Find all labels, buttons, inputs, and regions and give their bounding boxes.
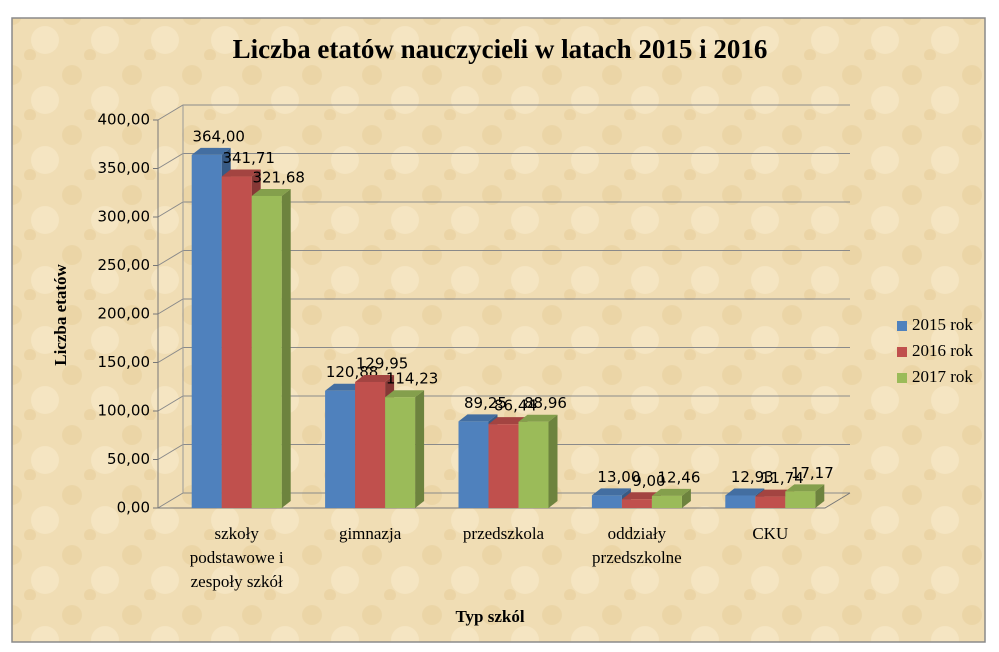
bar-side: [281, 188, 291, 508]
legend-label: 2016 rok: [912, 341, 973, 360]
bar-top: [621, 492, 661, 500]
bar: [325, 390, 356, 508]
bar-top: [458, 414, 498, 422]
legend-swatch: [897, 321, 907, 331]
value-label: 114,23: [386, 370, 439, 388]
bar: [651, 495, 682, 508]
y-tick-label: 200,00: [98, 305, 151, 323]
chart-frame: [11, 17, 986, 643]
bar: [191, 154, 222, 509]
x-tick-label: CKU: [752, 524, 789, 543]
bar: [755, 496, 786, 508]
x-tick-label: przedszkola: [462, 524, 545, 543]
value-label: 321,68: [252, 168, 305, 186]
bar-side: [548, 414, 558, 508]
bar-side: [681, 488, 691, 508]
bar-top: [651, 488, 691, 496]
legend-label: 2017 rok: [912, 367, 973, 386]
legend-label: 2015 rok: [912, 315, 973, 334]
value-label: 88,96: [524, 394, 567, 412]
x-tick-label: oddziały przedszkolne: [592, 524, 682, 567]
y-axis-label: Liczba etatów: [51, 264, 70, 366]
bar-top: [251, 188, 291, 196]
value-label: 12,93: [731, 468, 774, 486]
x-tick-label: szkoły podstawowe i zespoły szkół: [189, 524, 284, 591]
legend-swatch: [897, 373, 907, 383]
value-label: 12,46: [657, 468, 700, 486]
bar-top: [488, 417, 528, 425]
value-label: 129,95: [356, 354, 409, 372]
x-tick-label-box: gimnazja: [338, 524, 402, 543]
x-tick-label-box: przedszkola: [462, 524, 545, 543]
bar: [488, 424, 519, 508]
bar: [385, 397, 416, 508]
value-label: 9,00: [632, 472, 665, 490]
legend-swatch: [897, 347, 907, 357]
value-label: 364,00: [192, 127, 245, 145]
chart-title: Liczba etatów nauczycieli w latach 2015 …: [233, 34, 768, 64]
y-tick-label: 100,00: [98, 402, 151, 420]
y-tick-label: 300,00: [98, 208, 151, 226]
bar-top: [355, 374, 395, 382]
value-label: 341,71: [222, 149, 275, 167]
bar: [725, 495, 756, 508]
bar: [621, 499, 652, 508]
bar-side: [415, 390, 425, 508]
y-tick-label: 50,00: [107, 450, 150, 468]
y-tick-label: 400,00: [98, 111, 151, 129]
bar: [221, 176, 252, 508]
value-label: 86,44: [494, 397, 537, 415]
value-label: 11,74: [761, 469, 804, 487]
bar-top: [325, 383, 365, 391]
bar-side: [815, 484, 825, 508]
bar-top: [725, 488, 765, 496]
y-tick-label: 150,00: [98, 353, 151, 371]
bar: [785, 491, 816, 508]
y-tick-label: 250,00: [98, 256, 151, 274]
value-label: 89,25: [464, 394, 507, 412]
bar-top: [221, 169, 261, 177]
x-axis-label: Typ szkól: [455, 607, 524, 626]
x-tick-label: gimnazja: [338, 524, 402, 543]
bar: [251, 195, 282, 508]
bar-top: [785, 484, 825, 492]
value-label: 13,00: [597, 468, 640, 486]
x-tick-label-box: oddziały przedszkolne: [592, 524, 682, 567]
bar-top: [518, 414, 558, 422]
y-tick-label: 350,00: [98, 159, 151, 177]
bar-top: [755, 489, 795, 497]
bar-top: [385, 390, 425, 398]
x-tick-label-box: CKU: [752, 524, 789, 543]
bar-top: [191, 147, 231, 155]
x-tick-label-box: szkoły podstawowe i zespoły szkół: [189, 524, 284, 591]
bar: [518, 421, 549, 508]
bar: [458, 421, 489, 508]
bar: [355, 381, 386, 508]
value-label: 17,17: [791, 464, 834, 482]
y-tick-label: 0,00: [117, 499, 150, 517]
bar-top: [591, 488, 631, 496]
bar: [591, 495, 622, 508]
